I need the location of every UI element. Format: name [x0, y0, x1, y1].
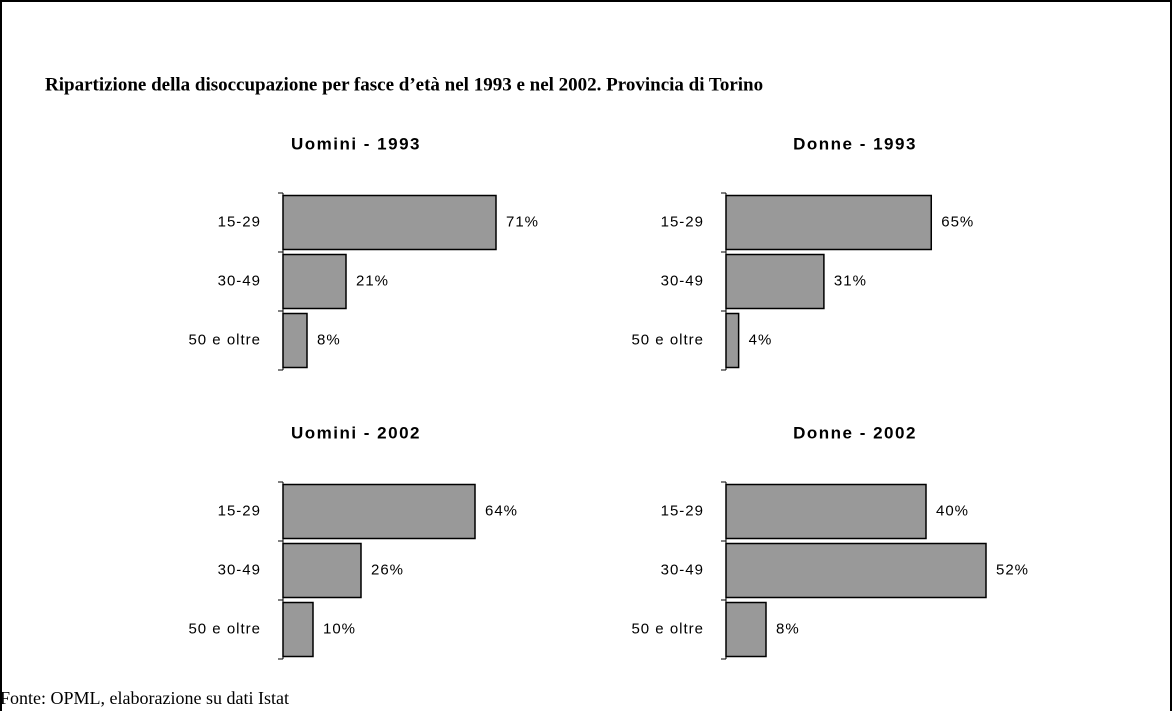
bar	[725, 542, 987, 599]
value-label: 8%	[776, 620, 800, 637]
value-label: 26%	[371, 561, 404, 578]
category-label: 30-49	[218, 561, 261, 578]
bar	[725, 312, 740, 369]
page-title: Ripartizione della disoccupazione per fa…	[45, 74, 763, 95]
value-label: 10%	[323, 620, 356, 637]
category-label: 50 e oltre	[188, 331, 261, 348]
chart-title: Uomini - 1993	[291, 134, 421, 153]
category-label: 15-29	[661, 502, 704, 519]
source: Fonte: OPML, elaborazione su dati Istat	[0, 688, 289, 708]
category-label: 15-29	[218, 502, 261, 519]
bar	[282, 194, 497, 251]
value-label: 4%	[749, 331, 773, 348]
category-label: 30-49	[661, 272, 704, 289]
category-label: 15-29	[218, 213, 261, 230]
value-label: 71%	[506, 213, 539, 230]
bar	[282, 601, 314, 658]
category-label: 30-49	[661, 561, 704, 578]
category-label: 50 e oltre	[631, 620, 704, 637]
category-label: 50 e oltre	[631, 331, 704, 348]
category-label: 30-49	[218, 272, 261, 289]
value-label: 65%	[941, 213, 974, 230]
value-label: 52%	[996, 561, 1029, 578]
value-label: 64%	[485, 502, 518, 519]
bar	[282, 483, 476, 540]
category-label: 50 e oltre	[188, 620, 261, 637]
bar	[282, 312, 308, 369]
bar	[725, 194, 933, 251]
bar	[725, 601, 767, 658]
bar	[282, 253, 347, 310]
value-label: 21%	[356, 272, 389, 289]
category-label: 15-29	[661, 213, 704, 230]
value-label: 40%	[936, 502, 969, 519]
bar	[725, 253, 825, 310]
chart-title: Uomini - 2002	[291, 423, 421, 442]
bar	[282, 542, 362, 599]
bar	[725, 483, 927, 540]
value-label: 31%	[834, 272, 867, 289]
value-label: 8%	[317, 331, 341, 348]
chart-title: Donne - 1993	[793, 134, 917, 153]
chart-title: Donne - 2002	[793, 423, 917, 442]
